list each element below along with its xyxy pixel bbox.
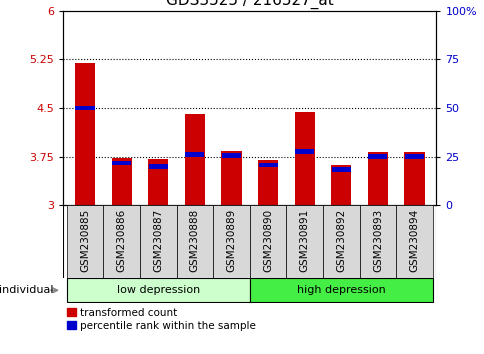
- Bar: [404, 154, 423, 159]
- Bar: [331, 165, 350, 205]
- Bar: [140, 205, 176, 278]
- Bar: [221, 152, 241, 205]
- Bar: [404, 152, 424, 205]
- Bar: [112, 161, 131, 165]
- Bar: [184, 114, 205, 205]
- Text: low depression: low depression: [116, 285, 199, 295]
- Bar: [185, 153, 204, 157]
- Bar: [76, 106, 94, 110]
- Bar: [111, 158, 132, 205]
- Bar: [249, 278, 432, 302]
- Bar: [367, 152, 387, 205]
- Text: high depression: high depression: [296, 285, 385, 295]
- Bar: [67, 278, 249, 302]
- Bar: [367, 154, 387, 159]
- Bar: [222, 153, 241, 158]
- Legend: transformed count, percentile rank within the sample: transformed count, percentile rank withi…: [66, 308, 256, 331]
- Text: GSM230887: GSM230887: [153, 209, 163, 272]
- Bar: [213, 205, 249, 278]
- Text: GSM230894: GSM230894: [408, 209, 419, 272]
- Text: GSM230893: GSM230893: [372, 209, 382, 272]
- Text: individual: individual: [0, 285, 53, 295]
- Text: GSM230885: GSM230885: [80, 209, 90, 272]
- Bar: [67, 205, 103, 278]
- Bar: [322, 205, 359, 278]
- Text: GSM230892: GSM230892: [335, 209, 346, 272]
- Bar: [257, 160, 278, 205]
- Bar: [258, 163, 277, 167]
- Bar: [249, 205, 286, 278]
- Bar: [103, 205, 140, 278]
- Bar: [286, 205, 322, 278]
- Text: GSM230886: GSM230886: [116, 209, 126, 272]
- Bar: [359, 205, 395, 278]
- Text: GSM230890: GSM230890: [262, 209, 272, 272]
- Bar: [176, 205, 213, 278]
- Bar: [75, 63, 95, 205]
- Bar: [395, 205, 432, 278]
- Title: GDS3525 / 216527_at: GDS3525 / 216527_at: [166, 0, 333, 9]
- Bar: [295, 149, 314, 154]
- Text: GSM230889: GSM230889: [226, 209, 236, 272]
- Bar: [331, 167, 350, 172]
- Bar: [294, 112, 314, 205]
- Bar: [148, 159, 168, 205]
- Text: GSM230888: GSM230888: [189, 209, 199, 272]
- Text: GSM230891: GSM230891: [299, 209, 309, 272]
- Bar: [149, 164, 167, 169]
